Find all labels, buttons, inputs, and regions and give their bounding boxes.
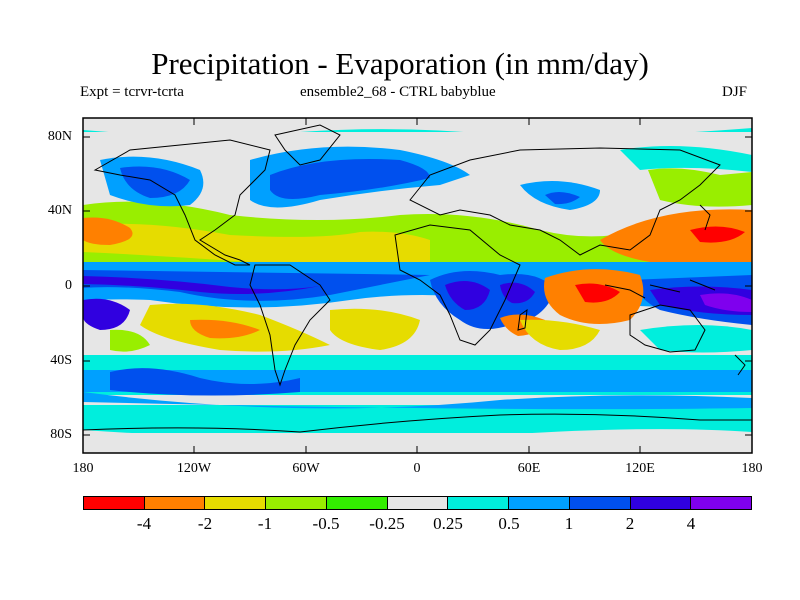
y-tick-label: 80S	[50, 427, 72, 442]
map-field	[83, 118, 752, 453]
experiment-label: Expt = tcrvr-tcrta	[80, 84, 184, 100]
plot-title: Precipitation - Evaporation (in mm/day)	[151, 46, 649, 81]
axis-ticks	[83, 118, 752, 453]
y-tick-label: 80N	[47, 129, 72, 144]
x-tick-label: 180	[72, 461, 94, 476]
ensemble-label: ensemble2_68 - CTRL babyblue	[300, 84, 496, 100]
colorbar-label: 2	[625, 514, 635, 533]
x-tick-label: 120E	[625, 461, 655, 476]
colorbar-swatch	[144, 497, 206, 509]
colorbar-label: -4	[136, 514, 152, 533]
colorbar-swatch	[569, 497, 631, 509]
colorbar-swatch	[205, 497, 267, 509]
colorbar-label: -0.5	[312, 514, 340, 533]
colorbar-swatch	[266, 497, 327, 509]
season-label: DJF	[722, 84, 748, 100]
coastlines	[83, 124, 752, 433]
colorbar	[83, 496, 752, 510]
colorbar-label: -1	[257, 514, 273, 533]
colorbar-swatch	[326, 497, 388, 509]
colorbar-swatch	[691, 497, 752, 509]
x-tick-label: 120W	[176, 461, 212, 476]
colorbar-label: 1	[564, 514, 574, 533]
colorbar-swatch	[387, 497, 449, 509]
colorbar-swatch	[630, 497, 692, 509]
x-tick-label: 180	[741, 461, 763, 476]
x-tick-label: 60W	[292, 461, 320, 476]
colorbar-label: 0.25	[433, 514, 463, 533]
colorbar-label: -2	[197, 514, 213, 533]
colorbar-swatch	[448, 497, 510, 509]
colorbar-label: -0.25	[369, 514, 405, 533]
x-tick-label: 60E	[517, 461, 541, 476]
colorbar-swatch	[509, 497, 570, 509]
colorbar-label: 4	[686, 514, 696, 533]
y-tick-label: 0	[65, 278, 72, 293]
x-tick-label: 0	[413, 461, 421, 476]
y-tick-label: 40S	[50, 353, 72, 368]
y-tick-label: 40N	[47, 203, 72, 218]
colorbar-label: 0.5	[498, 514, 520, 533]
colorbar-swatch	[84, 497, 145, 509]
